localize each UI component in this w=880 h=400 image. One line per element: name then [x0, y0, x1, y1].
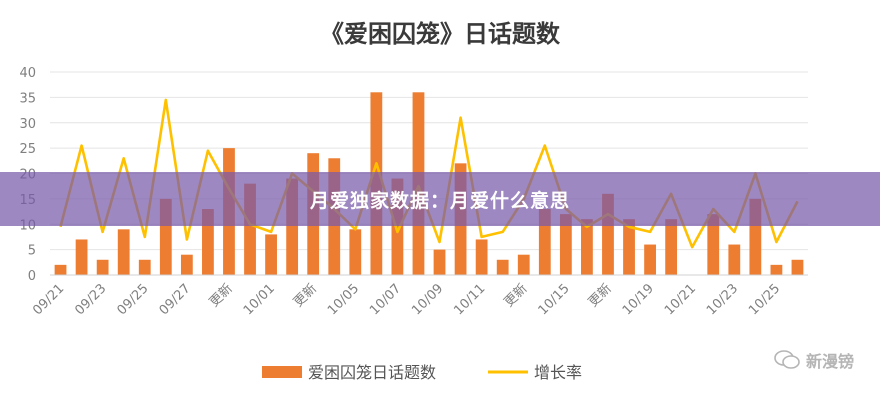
x-tick-label: 10/21 [662, 281, 699, 318]
bar [581, 219, 593, 275]
bar [496, 259, 509, 275]
x-tick-label: 09/21 [30, 281, 67, 318]
bar [475, 239, 488, 275]
legend-swatch-bars [262, 366, 302, 378]
x-tick-label: 09/27 [157, 281, 194, 318]
bar [602, 193, 614, 275]
overlay-banner: 月爱独家数据：月爱什么意思 [0, 172, 880, 226]
bar [96, 259, 109, 275]
x-tick-label: 更新 [206, 281, 236, 311]
y-tick-label: 5 [28, 244, 36, 259]
x-tick-label: 10/07 [367, 281, 404, 318]
wechat-icon [774, 350, 800, 369]
y-tick-label: 25 [19, 142, 36, 157]
bar [791, 259, 804, 275]
bar [117, 229, 130, 275]
bar [349, 229, 362, 275]
x-tick-label: 10/15 [536, 281, 573, 318]
legend-label-bars: 爱困囚笼日话题数 [308, 363, 436, 382]
y-tick-label: 0 [28, 269, 36, 284]
watermark-text: 新漫镑 [805, 352, 854, 371]
watermark: 新漫镑 [774, 348, 854, 372]
bar [644, 244, 656, 275]
bar [770, 264, 783, 275]
x-tick-label: 10/23 [704, 281, 741, 318]
chart-title: 《爱困囚笼》日话题数 [320, 20, 561, 48]
y-tick-label: 30 [19, 117, 36, 132]
bar [391, 178, 404, 275]
bar [749, 198, 762, 275]
x-axis: 09/21 09/23 09/25 09/27 更新 10/01 更新 10/05 10/07 1… [30, 274, 808, 318]
x-tick-label: 10/19 [620, 281, 657, 318]
x-tick-label: 10/05 [325, 281, 362, 318]
legend-label-line: 增长率 [534, 363, 582, 382]
bar [433, 249, 446, 275]
legend: 爱困囚笼日话题数 增长率 [262, 363, 582, 382]
x-tick-label: 更新 [290, 281, 320, 311]
bar [138, 259, 151, 275]
bar [559, 214, 572, 275]
x-tick-label: 10/09 [409, 281, 446, 318]
x-tick-label: 10/25 [746, 281, 783, 318]
bar [75, 239, 88, 275]
bar [159, 198, 172, 275]
y-tick-label: 35 [19, 91, 36, 106]
bar [517, 254, 530, 275]
bar [202, 209, 214, 275]
x-tick-label: 10/01 [241, 281, 278, 318]
bar [244, 183, 256, 275]
bar [54, 264, 67, 275]
bar [623, 219, 635, 275]
x-tick-label: 09/23 [72, 281, 109, 318]
x-tick-label: 更新 [585, 281, 615, 311]
bar [265, 234, 277, 275]
banner-text: 月爱独家数据：月爱什么意思 [309, 189, 570, 212]
bar [180, 254, 193, 275]
bar [665, 219, 678, 275]
x-tick-label: 09/25 [114, 281, 151, 318]
x-tick-label: 更新 [501, 281, 531, 311]
bar [538, 209, 551, 275]
bar [728, 244, 741, 275]
x-tick-label: 10/11 [451, 281, 488, 318]
y-tick-label: 40 [19, 66, 36, 81]
bar [286, 178, 299, 275]
bar [707, 214, 720, 275]
